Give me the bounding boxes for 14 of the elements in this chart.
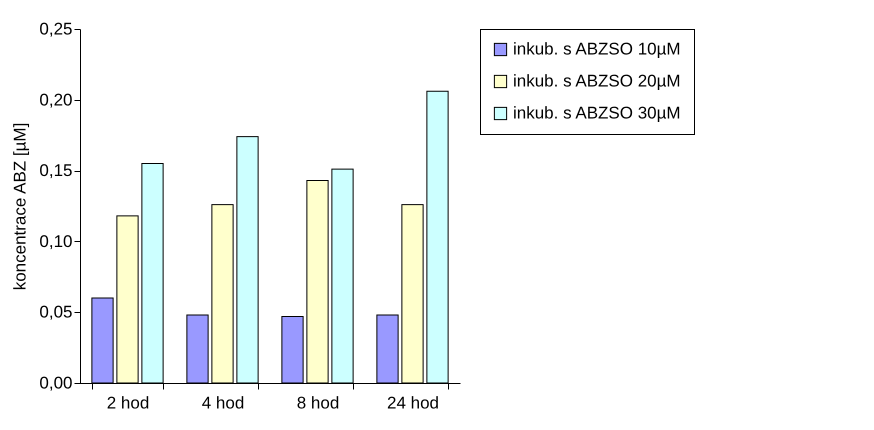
legend-label: inkub. s ABZSO 10µM bbox=[513, 40, 681, 58]
y-tick-label: 0,00 bbox=[39, 374, 72, 392]
x-tick-label: 24 hod bbox=[387, 394, 439, 412]
x-tick-label: 4 hod bbox=[202, 394, 244, 412]
legend-label: inkub. s ABZSO 30µM bbox=[513, 104, 681, 122]
y-tick-label: 0,20 bbox=[39, 90, 72, 110]
legend-label: inkub. s ABZSO 20µM bbox=[513, 72, 681, 90]
x-tick-label: 8 hod bbox=[296, 394, 340, 412]
y-tick-label: 0,05 bbox=[39, 302, 72, 322]
y-tick-label: 0,15 bbox=[39, 161, 72, 180]
y-tick-label: 0,10 bbox=[39, 232, 72, 251]
y-tick-label: 0,25 bbox=[39, 20, 72, 38]
x-tick-label: 2 hod bbox=[106, 394, 150, 412]
y-axis-title: koncentrace ABZ [µM] bbox=[10, 122, 30, 290]
